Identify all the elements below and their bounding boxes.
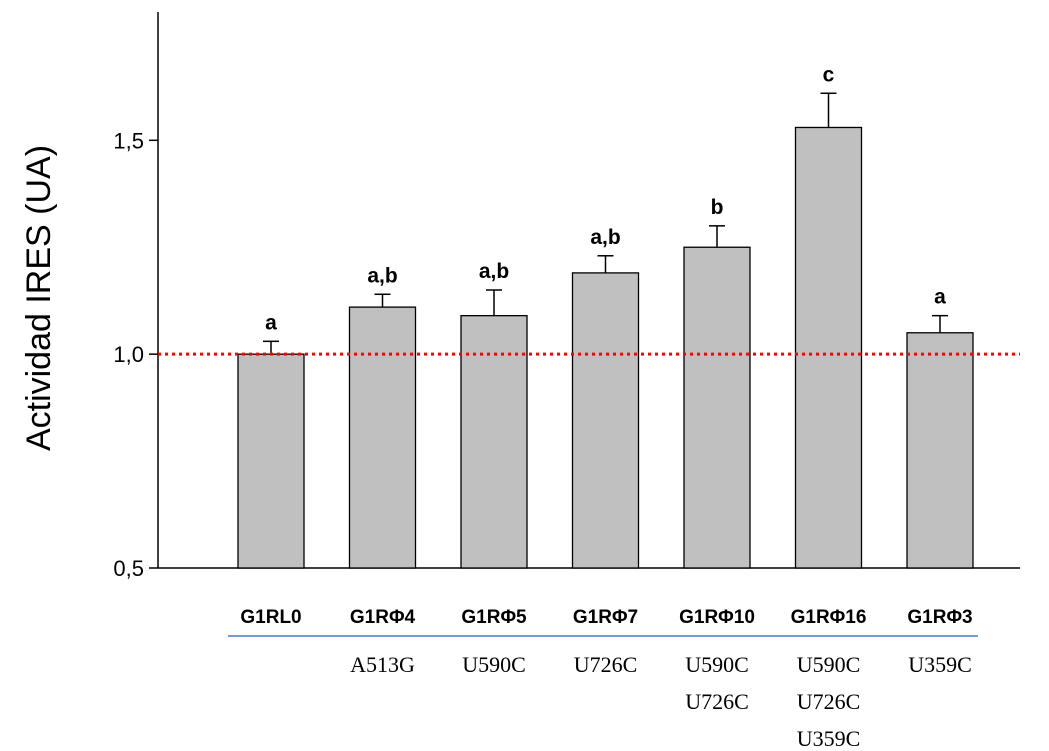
- significance-label: a,b: [479, 260, 509, 283]
- x-labels-group: G1RL0 G1RΦ4 G1RΦ5 G1RΦ7 G1RΦ10 G1RΦ16 G1RΦ3 A51…: [228, 607, 978, 751]
- bar-G1RL0: [237, 353, 305, 569]
- mutation-label: U726C: [574, 652, 638, 677]
- significance-label: a: [265, 311, 277, 334]
- mutation-label: U590C: [685, 652, 749, 677]
- mutation-label: A513G: [350, 652, 415, 677]
- mutation-label: U590C: [797, 652, 861, 677]
- y-tick-label: 1,5: [113, 128, 144, 153]
- category-label: G1RΦ10: [679, 607, 755, 628]
- category-label: G1RΦ4: [350, 607, 416, 628]
- bar-G1RΦ10: [683, 246, 751, 569]
- bar-G1RΦ7: [571, 272, 640, 569]
- mutation-label: U359C: [908, 652, 972, 677]
- category-label: G1RΦ3: [907, 607, 972, 628]
- category-label: G1RΦ16: [791, 607, 867, 628]
- category-label: G1RL0: [240, 607, 301, 628]
- significance-label: a,b: [590, 226, 620, 249]
- significance-label: a,b: [367, 264, 397, 287]
- y-tick-label: 1,0: [113, 342, 144, 367]
- bar-G1RΦ3: [906, 332, 974, 569]
- category-label: G1RΦ5: [461, 607, 527, 628]
- mutation-label: U359C: [797, 726, 861, 751]
- bar-G1RΦ4: [348, 306, 417, 569]
- significance-label: c: [823, 63, 835, 86]
- mutation-label: U590C: [462, 652, 526, 677]
- mutation-label: U726C: [685, 689, 749, 714]
- bars-group: a a,b a,b a,b b c a: [237, 63, 974, 569]
- significance-label: a: [934, 286, 946, 309]
- bar-G1RΦ16: [794, 126, 863, 569]
- significance-label: b: [711, 196, 724, 219]
- mutation-label: U726C: [797, 689, 861, 714]
- y-axis-title: Actividad IRES (UA): [20, 145, 58, 451]
- category-label: G1RΦ7: [573, 607, 638, 628]
- y-tick-label: 0,5: [113, 556, 144, 581]
